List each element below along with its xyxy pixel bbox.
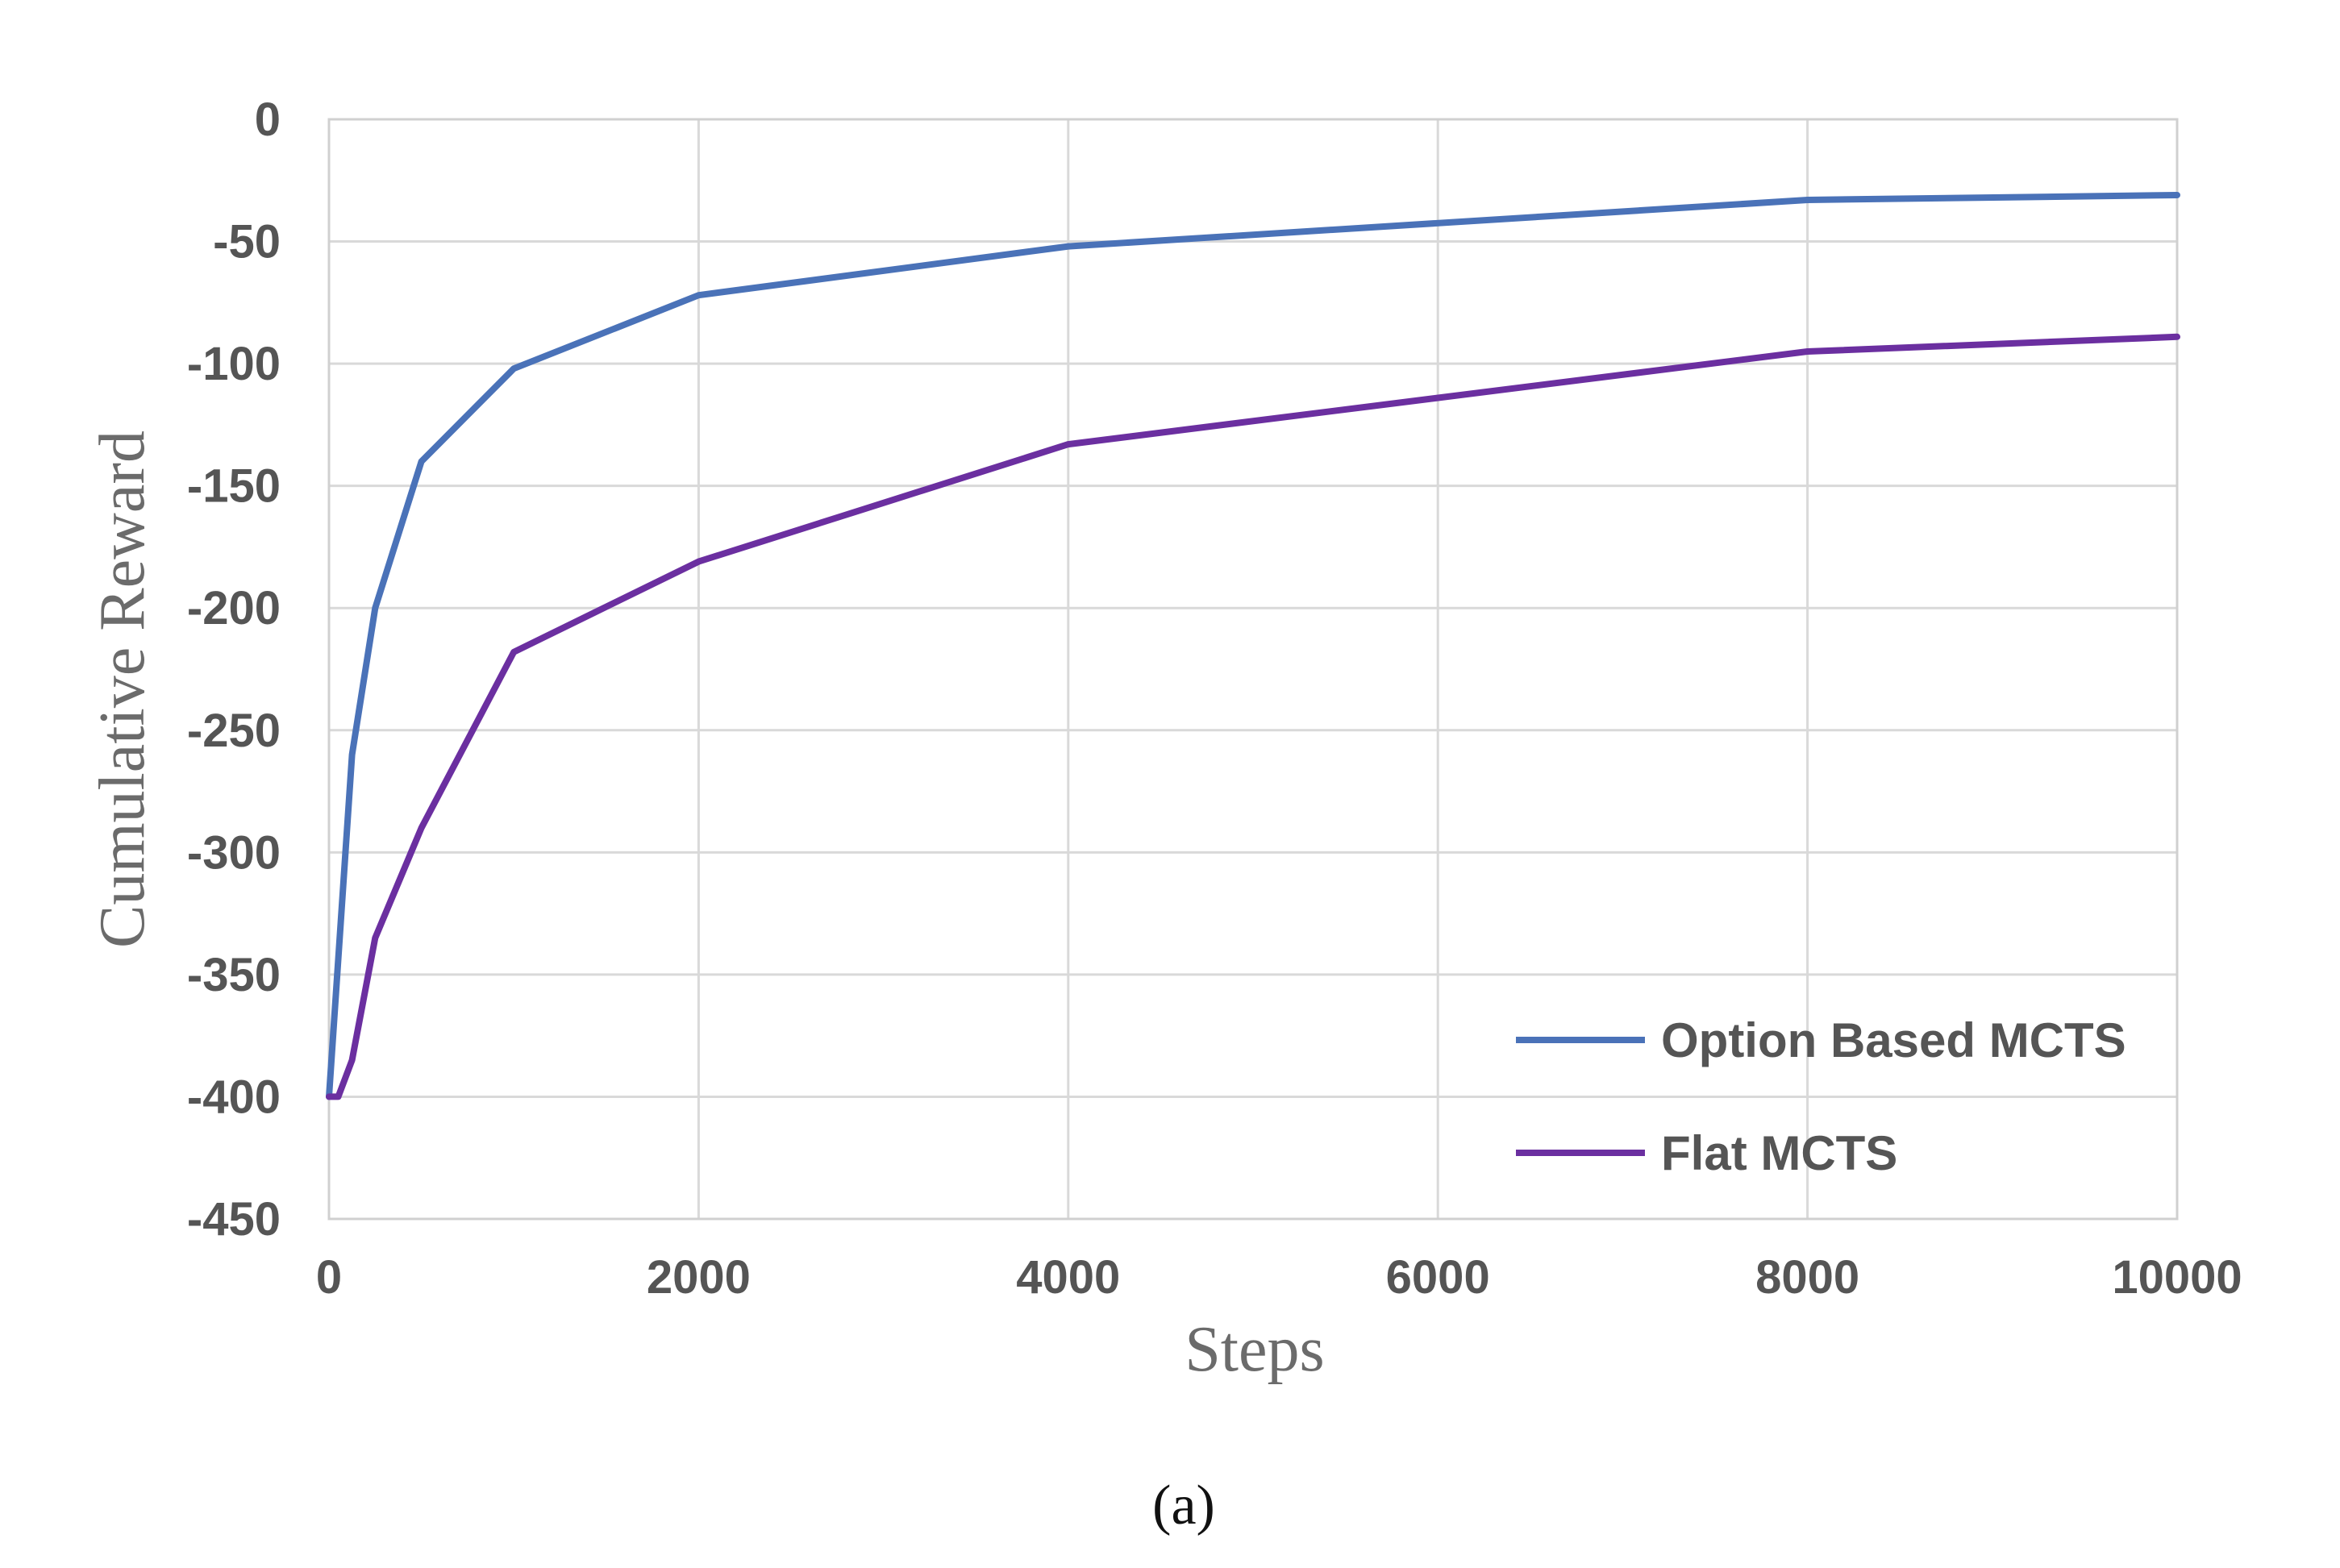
y-tick-label: -200 xyxy=(187,582,281,634)
x-tick-label: 10000 xyxy=(2112,1251,2242,1304)
series-line-option-based-mcts xyxy=(326,192,2180,1100)
x-tick-label: 0 xyxy=(316,1251,342,1304)
tick-labels: 0 -50 -100 -150 -200 -250 -300 -350 -400 -450 0 200… xyxy=(187,94,2242,1304)
x-tick-label: 6000 xyxy=(1386,1251,1490,1304)
legend-label-option-based-mcts: Option Based MCTS xyxy=(1661,1013,2126,1067)
y-tick-label: -250 xyxy=(187,705,281,757)
y-tick-label: -400 xyxy=(187,1071,281,1123)
series-lines xyxy=(326,192,2180,1100)
y-tick-label: 0 xyxy=(255,94,281,146)
figure-caption: (a) xyxy=(1152,1474,1215,1537)
plot-frame xyxy=(327,118,2179,1221)
y-tick-label: -150 xyxy=(187,460,281,513)
series-line-flat-mcts xyxy=(326,333,2180,1100)
axes xyxy=(327,118,2179,1221)
legend: Option Based MCTS Flat MCTS xyxy=(1516,1013,2126,1180)
y-tick-label: -300 xyxy=(187,826,281,879)
legend-label-flat-mcts: Flat MCTS xyxy=(1661,1126,1897,1180)
x-tick-label: 2000 xyxy=(647,1251,751,1304)
y-tick-label: -350 xyxy=(187,949,281,1001)
y-tick-label: -450 xyxy=(187,1193,281,1246)
x-tick-label: 8000 xyxy=(1755,1251,1859,1304)
x-tick-label: 4000 xyxy=(1016,1251,1120,1304)
y-tick-label: -50 xyxy=(213,216,281,268)
y-tick-label: -100 xyxy=(187,338,281,390)
x-axis-title: Steps xyxy=(1185,1314,1324,1385)
y-axis-title: Cumulative Reward xyxy=(87,430,158,948)
